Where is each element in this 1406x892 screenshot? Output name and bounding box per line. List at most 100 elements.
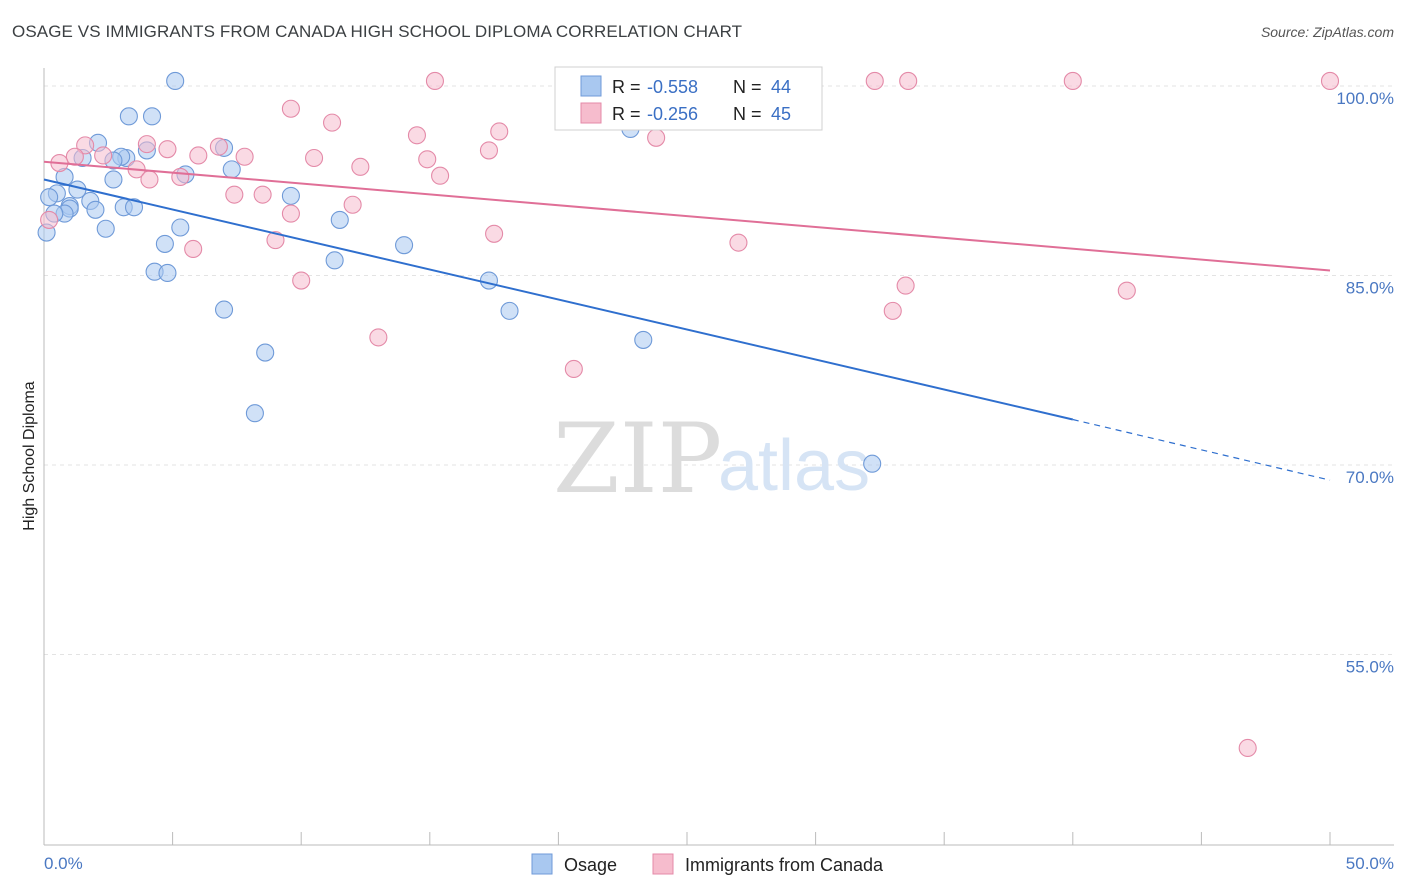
canada-point-36 [292, 271, 311, 290]
canada-point-24 [431, 166, 450, 185]
canada-point-7 [490, 122, 509, 141]
legend-r-value-osage: -0.558 [647, 77, 698, 97]
legend-n-label-osage: N = [733, 77, 762, 97]
chart-title: OSAGE VS IMMIGRANTS FROM CANADA HIGH SCH… [12, 22, 743, 41]
osage-point-18 [281, 186, 300, 205]
tick-labels: 100.0% 85.0% 70.0% 55.0% 0.0% 50.0% [43, 89, 1394, 873]
canada-point-0 [425, 71, 444, 90]
canada-point-31 [40, 210, 59, 229]
osage-point-17 [40, 188, 59, 207]
canada-point-32 [485, 224, 504, 243]
canada-point-19 [305, 148, 324, 168]
legend-box: R = -0.558 N = 44 R = -0.256 N = 45 [554, 66, 823, 131]
canada-point-5 [281, 99, 300, 118]
osage-point-30 [155, 234, 174, 253]
bottom-legend-label-osage: Osage [564, 855, 617, 875]
canada-point-30 [281, 204, 300, 223]
canada-point-42 [1238, 738, 1257, 758]
canada-point-35 [184, 239, 203, 259]
canada-point-3 [1063, 71, 1082, 90]
legend-r-value-canada: -0.256 [647, 104, 698, 124]
canada-point-29 [343, 195, 362, 214]
canada-point-4 [1320, 71, 1340, 90]
osage-trend-line-extension [1072, 418, 1331, 481]
osage-point-23 [124, 198, 144, 217]
canada-point-8 [407, 126, 426, 145]
y-tick-label-1: 85.0% [1346, 279, 1394, 298]
legend-n-value-osage: 44 [771, 77, 791, 97]
osage-point-38 [500, 301, 519, 320]
osage-point-1 [142, 107, 162, 126]
canada-point-13 [158, 140, 177, 159]
chart-source: Source: ZipAtlas.com [1260, 24, 1394, 40]
canada-point-10 [137, 135, 156, 154]
osage-trend-line [43, 178, 1074, 421]
grid-lines [44, 85, 1394, 655]
canada-point-6 [323, 113, 342, 132]
bottom-legend: Osage Immigrants from Canada [531, 853, 884, 875]
canada-point-16 [65, 147, 84, 166]
y-tick-label-0: 100.0% [1336, 89, 1394, 108]
canada-point-38 [1117, 281, 1136, 300]
canada-point-33 [729, 233, 748, 252]
osage-point-37 [214, 300, 234, 319]
canada-point-26 [140, 170, 159, 189]
canada-point-41 [564, 359, 583, 379]
canada-point-37 [896, 276, 915, 295]
osage-point-29 [96, 219, 115, 238]
trend-lines [43, 160, 1331, 481]
osage-point-39 [634, 330, 653, 349]
y-axis-label: High School Diploma [21, 381, 38, 531]
canada-point-18 [235, 147, 254, 166]
legend-swatch-canada [580, 102, 602, 124]
legend-r-label-osage: R = [612, 77, 641, 97]
canada-point-15 [94, 146, 113, 165]
watermark-zip: ZIP [553, 403, 722, 515]
y-tick-label-2: 70.0% [1346, 468, 1394, 487]
y-tick-label-3: 55.0% [1346, 658, 1394, 677]
watermark-atlas: atlas [718, 426, 870, 506]
osage-point-21 [86, 200, 105, 219]
osage-point-31 [395, 236, 414, 255]
canada-point-25 [171, 167, 190, 187]
canada-point-9 [647, 128, 666, 147]
canada-point-1 [865, 71, 884, 90]
osage-point-41 [245, 404, 264, 423]
osage-point-0 [166, 71, 185, 90]
osage-point-27 [330, 210, 349, 229]
canada-point-2 [899, 71, 918, 90]
osage-point-36 [479, 271, 499, 290]
x-tick-label-1: 50.0% [1346, 854, 1394, 873]
canada-point-22 [351, 157, 370, 176]
canada-trend-line [43, 160, 1331, 272]
legend-n-label-canada: N = [733, 104, 762, 124]
osage-point-33 [325, 251, 344, 270]
osage-point-13 [104, 170, 123, 189]
canada-point-17 [189, 146, 208, 165]
osage-point-2 [119, 107, 138, 126]
osage-point-42 [863, 454, 882, 473]
canada-point-20 [418, 150, 437, 169]
canada-point-27 [225, 185, 244, 204]
bottom-legend-swatch-osage [531, 853, 553, 875]
canada-point-28 [253, 185, 272, 204]
x-tick-label-0: 0.0% [44, 854, 83, 873]
osage-point-11 [222, 160, 241, 179]
osage-point-28 [171, 218, 190, 237]
canada-point-39 [883, 301, 902, 320]
canada-point-40 [369, 328, 388, 347]
canada-point-14 [479, 141, 499, 160]
bottom-legend-swatch-canada [652, 853, 674, 875]
legend-swatch-osage [580, 75, 602, 97]
osage-point-35 [158, 263, 177, 283]
bottom-legend-label-canada: Immigrants from Canada [685, 855, 884, 875]
legend-n-value-canada: 45 [771, 104, 791, 124]
legend-r-label-canada: R = [612, 104, 641, 124]
data-points [37, 71, 1340, 758]
canada-point-34 [266, 231, 285, 250]
osage-point-40 [256, 343, 275, 362]
canada-point-12 [209, 137, 228, 156]
watermark: ZIP atlas [553, 403, 870, 515]
canada-point-11 [76, 136, 95, 155]
